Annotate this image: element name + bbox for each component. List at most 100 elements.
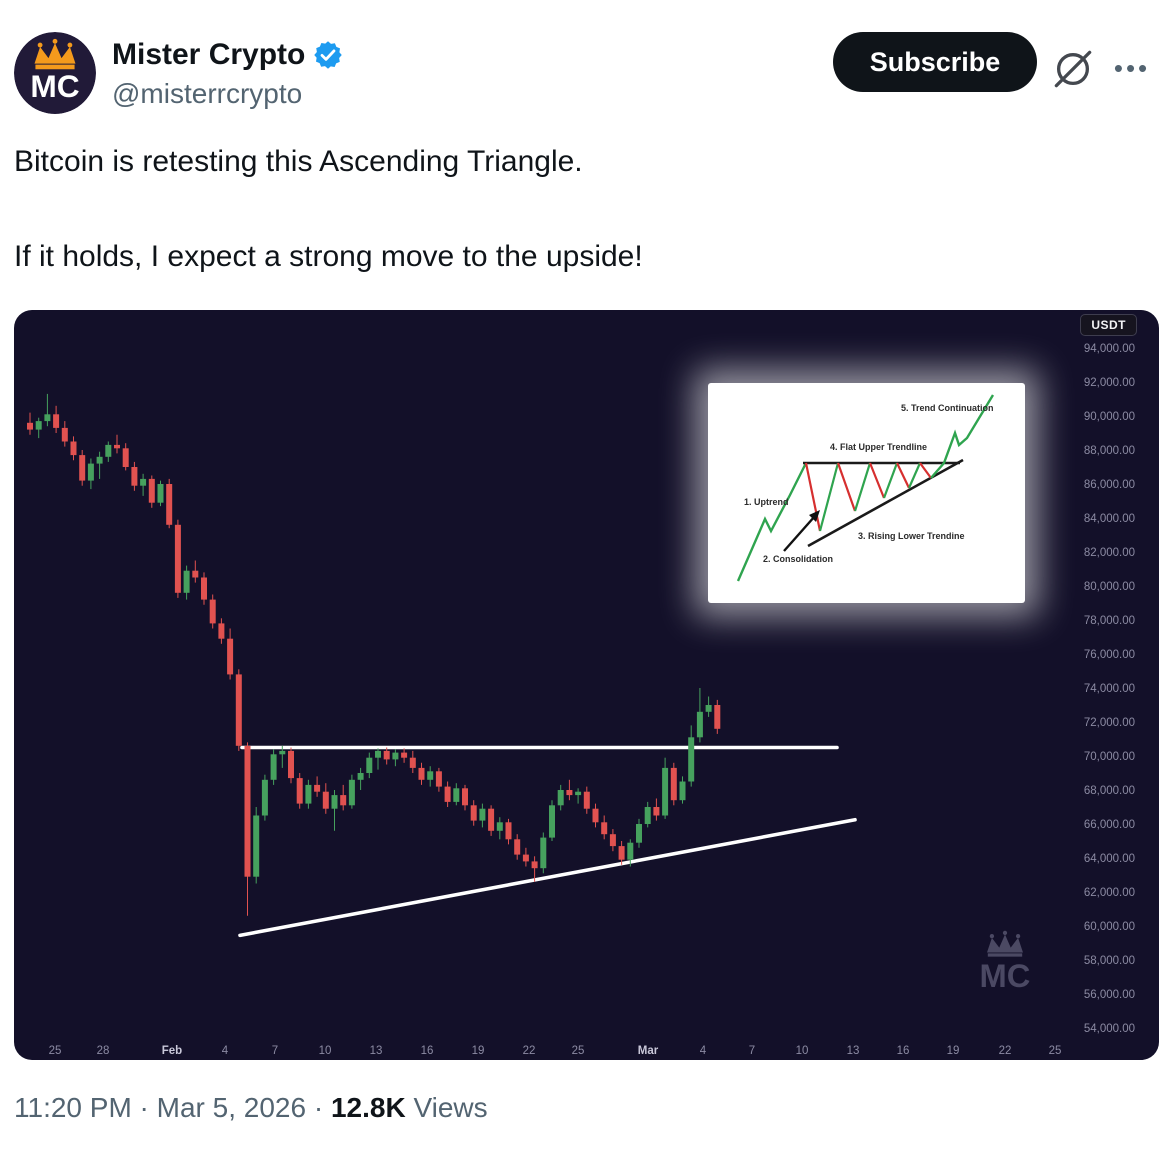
subscribe-label: Subscribe xyxy=(869,46,1001,77)
y-axis-tick: 82,000.00 xyxy=(1084,547,1135,559)
candle-body xyxy=(566,790,573,796)
x-axis-tick: 16 xyxy=(421,1045,434,1057)
candle-body xyxy=(79,455,86,481)
inset-label-continuation: 5. Trend Continuation xyxy=(901,403,994,413)
y-axis-tick: 66,000.00 xyxy=(1084,819,1135,831)
views-label: Views xyxy=(405,1092,488,1123)
arrow-head xyxy=(809,510,820,522)
verified-badge-icon xyxy=(314,41,343,69)
avatar-mc-logo: MC xyxy=(14,32,96,114)
candle-body xyxy=(122,448,129,467)
svg-text:MC: MC xyxy=(980,957,1031,994)
candle-body xyxy=(401,752,408,758)
grok-icon[interactable] xyxy=(1050,46,1096,92)
candle-body xyxy=(435,771,442,787)
y-axis-tick: 76,000.00 xyxy=(1084,649,1135,661)
candle-body xyxy=(375,750,381,758)
candle-body xyxy=(148,478,155,503)
x-axis-tick: 7 xyxy=(749,1045,755,1057)
candle-body xyxy=(653,807,660,816)
candle-body xyxy=(453,788,460,802)
candle-body xyxy=(201,577,207,600)
x-axis-tick: 13 xyxy=(370,1045,383,1057)
candle-body xyxy=(531,861,538,869)
y-axis-tick: 72,000.00 xyxy=(1084,717,1135,729)
candle-body xyxy=(61,427,68,442)
candle-body xyxy=(670,767,677,801)
y-axis-tick: 62,000.00 xyxy=(1084,887,1135,899)
y-axis-tick: 74,000.00 xyxy=(1084,683,1135,695)
x-axis-tick: Feb xyxy=(162,1045,182,1057)
candle-body xyxy=(488,808,495,831)
x-axis-tick: 25 xyxy=(1049,1045,1062,1057)
candle-body xyxy=(314,784,321,792)
candle-body xyxy=(35,421,42,430)
candle-body xyxy=(44,414,51,422)
candle-body xyxy=(288,750,294,779)
x-axis-tick: 10 xyxy=(796,1045,809,1057)
candle-body xyxy=(557,790,564,806)
y-axis-tick: 70,000.00 xyxy=(1084,751,1135,763)
candle-body xyxy=(505,822,512,840)
candle-body xyxy=(27,422,33,430)
candle-body xyxy=(392,752,399,760)
x-axis-tick: 13 xyxy=(847,1045,860,1057)
timestamp: 11:20 PM · Mar 5, 2026 xyxy=(14,1092,307,1123)
tweet-text-line1: Bitcoin is retesting this Ascending Tria… xyxy=(14,145,583,178)
y-axis-tick: 92,000.00 xyxy=(1084,377,1135,389)
tweet-chart-image[interactable]: 94,000.00 92,000.00 90,000.00 88,000.00 86,0… xyxy=(14,310,1159,1060)
candle-body xyxy=(331,795,338,809)
x-axis-tick: 10 xyxy=(319,1045,332,1057)
x-axis-tick: Mar xyxy=(638,1045,659,1057)
candle-body xyxy=(235,674,242,746)
candle-body xyxy=(644,807,651,824)
inset-label-rising-lower: 3. Rising Lower Trendine xyxy=(858,531,965,541)
candle-body xyxy=(496,822,503,831)
consolidation-arrow xyxy=(783,515,816,552)
candle-body xyxy=(157,484,164,503)
candle-body xyxy=(366,757,373,773)
views-count: 12.8K xyxy=(330,1092,406,1123)
candle-body xyxy=(383,750,390,760)
candle-body xyxy=(105,444,112,457)
display-name[interactable]: Mister Crypto xyxy=(112,38,306,71)
inset-label-consolidation: 2. Consolidation xyxy=(763,554,833,564)
candle-body xyxy=(261,779,268,816)
candle-body xyxy=(409,757,416,768)
candle-body xyxy=(479,808,486,821)
x-axis-tick: 22 xyxy=(999,1045,1012,1057)
candle-body xyxy=(53,414,60,428)
y-axis-tick: 90,000.00 xyxy=(1084,411,1135,423)
y-axis-tick: 78,000.00 xyxy=(1084,615,1135,627)
candle-body xyxy=(114,444,120,449)
candle-body xyxy=(592,808,599,823)
tweet-text-line2: If it holds, I expect a strong move to t… xyxy=(14,240,643,273)
candle-body xyxy=(218,623,225,639)
candle-body xyxy=(627,842,634,860)
candle-body xyxy=(618,846,625,860)
candle-body xyxy=(462,788,468,806)
candle-body xyxy=(444,786,451,802)
rising-lower-trendline xyxy=(807,458,964,548)
more-menu-button[interactable]: ••• xyxy=(1106,52,1158,84)
subscribe-button[interactable]: Subscribe xyxy=(833,32,1037,92)
svg-text:MC: MC xyxy=(30,68,79,104)
quote-currency-badge: USDT xyxy=(1080,314,1137,336)
candle-body xyxy=(575,791,582,796)
candle-body xyxy=(87,463,94,481)
candle-body xyxy=(514,839,521,855)
more-icon: ••• xyxy=(1113,52,1151,83)
candle-body xyxy=(357,773,364,780)
tweet-meta-footer: 11:20 PM · Mar 5, 2026 · 12.8K Views xyxy=(14,1092,488,1123)
candle-body xyxy=(183,570,190,593)
candle-body xyxy=(279,750,286,755)
x-axis-tick: 4 xyxy=(700,1045,707,1057)
candle-body xyxy=(296,778,303,804)
candle-body xyxy=(70,441,77,456)
y-axis-tick: 56,000.00 xyxy=(1084,989,1135,1001)
candle-body xyxy=(583,791,590,809)
uptrend-leg xyxy=(736,462,808,582)
user-handle[interactable]: @misterrcrypto xyxy=(112,78,303,109)
candle-body xyxy=(679,781,686,801)
avatar[interactable]: MC xyxy=(14,32,96,114)
